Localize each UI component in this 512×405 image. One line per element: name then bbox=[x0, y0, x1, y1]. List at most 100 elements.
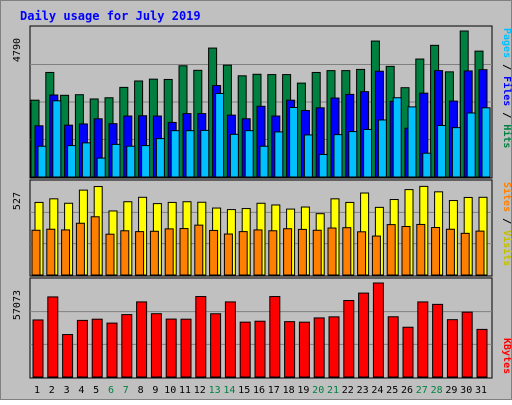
day-label-19: 19 bbox=[297, 385, 309, 396]
day-label-26: 26 bbox=[401, 385, 413, 396]
chart-title: Daily usage for July 2019 bbox=[20, 9, 201, 23]
bar-sites-day-14 bbox=[223, 233, 233, 276]
bar-sites-day-28 bbox=[431, 227, 441, 276]
bar-kbytes-day-18 bbox=[284, 321, 296, 378]
legend-hits: Hits bbox=[501, 124, 512, 148]
day-label-13: 13 bbox=[209, 385, 221, 396]
bar-kbytes-day-28 bbox=[432, 303, 444, 378]
bar-sites-day-25 bbox=[386, 224, 396, 276]
legend-sep-3: / bbox=[501, 212, 512, 230]
bar-kbytes-day-6 bbox=[106, 322, 118, 378]
day-label-7: 7 bbox=[123, 385, 129, 396]
bar-pages-day-2 bbox=[52, 100, 62, 178]
bar-sites-day-22 bbox=[342, 227, 352, 276]
bar-sites-day-2 bbox=[46, 228, 56, 276]
bar-sites-day-1 bbox=[31, 229, 41, 276]
bar-sites-day-18 bbox=[283, 228, 293, 276]
bar-pages-day-15 bbox=[244, 130, 254, 178]
bar-sites-day-29 bbox=[445, 228, 455, 276]
bars-layer bbox=[30, 30, 491, 378]
bar-pages-day-20 bbox=[318, 153, 328, 178]
panel1-max-label: 4790 bbox=[12, 38, 23, 62]
bar-sites-day-30 bbox=[460, 232, 470, 276]
bar-sites-day-21 bbox=[327, 227, 337, 276]
day-label-11: 11 bbox=[179, 385, 191, 396]
day-label-30: 30 bbox=[460, 385, 472, 396]
day-label-25: 25 bbox=[386, 385, 398, 396]
day-labels: 1 2 3 4 5 6 7 8 9 10 11 12 13 14 15 16 17 18 19 20 21 22 23 24 2… bbox=[34, 385, 487, 396]
bar-sites-day-26 bbox=[401, 225, 411, 276]
panel3-max-label: 57073 bbox=[12, 290, 23, 320]
bar-pages-day-9 bbox=[155, 138, 165, 178]
bar-pages-day-19 bbox=[303, 134, 313, 178]
day-label-8: 8 bbox=[138, 385, 144, 396]
day-label-23: 23 bbox=[357, 385, 369, 396]
day-label-10: 10 bbox=[164, 385, 176, 396]
bar-kbytes-day-23 bbox=[358, 292, 370, 378]
bar-sites-day-12 bbox=[194, 224, 204, 276]
bar-kbytes-day-5 bbox=[91, 318, 103, 378]
bar-sites-day-8 bbox=[135, 231, 145, 276]
legend-panel1: Pages / Files / Hits bbox=[501, 28, 512, 148]
bar-pages-day-30 bbox=[466, 112, 476, 178]
bar-kbytes-day-26 bbox=[402, 326, 414, 378]
day-label-27: 27 bbox=[416, 385, 428, 396]
bar-kbytes-day-27 bbox=[417, 301, 429, 378]
bar-kbytes-day-15 bbox=[239, 321, 251, 378]
day-label-22: 22 bbox=[342, 385, 354, 396]
bar-sites-day-19 bbox=[297, 228, 307, 276]
bar-sites-day-24 bbox=[371, 235, 381, 276]
bar-pages-day-3 bbox=[67, 145, 77, 178]
day-label-18: 18 bbox=[283, 385, 295, 396]
bar-kbytes-day-17 bbox=[269, 296, 281, 378]
bar-kbytes-day-16 bbox=[254, 320, 266, 378]
bar-kbytes-day-29 bbox=[446, 319, 458, 378]
legend-panel2: Sites / Visits bbox=[501, 182, 512, 266]
bar-pages-day-8 bbox=[141, 145, 151, 178]
bar-pages-day-31 bbox=[481, 107, 491, 178]
bar-kbytes-day-13 bbox=[210, 313, 222, 378]
bar-kbytes-day-21 bbox=[328, 316, 340, 378]
bar-kbytes-day-31 bbox=[476, 328, 488, 378]
bar-sites-day-15 bbox=[238, 231, 248, 276]
bar-pages-day-29 bbox=[451, 127, 461, 178]
legend-files: Files bbox=[501, 76, 512, 106]
bar-sites-day-6 bbox=[105, 233, 115, 276]
bar-sites-day-16 bbox=[253, 229, 263, 276]
bar-pages-day-13 bbox=[215, 92, 225, 178]
bar-kbytes-day-24 bbox=[372, 282, 384, 378]
day-label-12: 12 bbox=[194, 385, 206, 396]
bar-sites-day-7 bbox=[120, 230, 130, 276]
day-label-4: 4 bbox=[78, 385, 84, 396]
bar-sites-day-9 bbox=[149, 230, 159, 276]
bar-pages-day-11 bbox=[185, 130, 195, 178]
day-label-24: 24 bbox=[371, 385, 383, 396]
bar-kbytes-day-3 bbox=[62, 334, 74, 378]
bar-pages-day-23 bbox=[363, 128, 373, 178]
day-label-3: 3 bbox=[64, 385, 70, 396]
bar-sites-day-5 bbox=[90, 216, 100, 276]
bar-kbytes-day-30 bbox=[461, 311, 473, 378]
day-label-9: 9 bbox=[152, 385, 158, 396]
bar-pages-day-21 bbox=[333, 134, 343, 178]
bar-pages-day-24 bbox=[377, 119, 387, 178]
bar-sites-day-13 bbox=[209, 229, 219, 276]
bar-pages-day-10 bbox=[170, 130, 180, 178]
bar-kbytes-day-7 bbox=[121, 314, 133, 378]
bar-pages-day-22 bbox=[348, 131, 358, 178]
bar-pages-day-17 bbox=[274, 131, 284, 178]
panel2-max-label: 527 bbox=[12, 192, 23, 210]
day-label-20: 20 bbox=[312, 385, 324, 396]
bar-sites-day-27 bbox=[416, 223, 426, 276]
bar-kbytes-day-4 bbox=[76, 319, 88, 378]
bar-pages-day-14 bbox=[229, 133, 239, 178]
bar-pages-day-7 bbox=[126, 145, 136, 178]
bar-sites-day-23 bbox=[357, 231, 367, 276]
bar-kbytes-day-10 bbox=[165, 318, 177, 378]
bar-sites-day-17 bbox=[268, 230, 278, 276]
bar-pages-day-6 bbox=[111, 143, 121, 178]
day-label-31: 31 bbox=[475, 385, 487, 396]
day-label-5: 5 bbox=[93, 385, 99, 396]
